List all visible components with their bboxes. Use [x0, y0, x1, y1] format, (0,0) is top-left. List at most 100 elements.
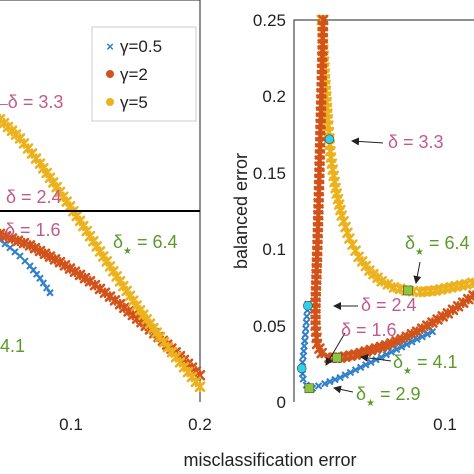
data-point	[427, 317, 438, 328]
x-axis-label: misclassification error	[183, 450, 356, 470]
data-point	[34, 245, 46, 257]
data-point	[362, 361, 370, 369]
annotation-subscript: ★	[403, 366, 412, 377]
data-point	[341, 371, 349, 379]
data-point	[372, 356, 380, 364]
data-point	[299, 352, 307, 360]
annotation-delta-3-3: δ = 3.3	[388, 132, 444, 152]
arrow-delta-star-2-9	[333, 385, 354, 394]
highlighted-point	[324, 134, 335, 144]
arrow-delta-1-6	[325, 332, 346, 366]
data-point	[432, 314, 443, 325]
annotation-value: = 6.4	[132, 232, 178, 252]
left-panel: 0.1 0.2 × γ=0.5 γ=2 γ=5 –δ = 3.3 δ = 2.4…	[0, 0, 212, 434]
data-point	[403, 340, 411, 349]
annotation-value: = 2.9	[375, 384, 421, 404]
data-point	[413, 335, 421, 344]
legend-marker-gamma-0-5: ×	[106, 39, 114, 54]
data-point	[314, 382, 323, 390]
legend-marker-gamma-5	[106, 98, 114, 106]
right-y-tick: 0	[277, 393, 286, 412]
right-x-tick: 0.1	[433, 415, 457, 434]
arrow-delta-star-6-4	[413, 261, 422, 284]
annotation-delta-star-2-9: δ★ = 2.9	[356, 384, 421, 409]
annotation-arrows	[325, 137, 422, 394]
annotation-delta-2-4: δ = 2.4	[361, 295, 417, 315]
data-point	[326, 377, 334, 386]
legend-entry: × γ=0.5	[106, 37, 162, 56]
data-point	[39, 279, 48, 287]
data-point	[301, 331, 309, 339]
highlighted-point	[304, 383, 315, 394]
right-axes-frame	[293, 19, 474, 402]
highlighted-point	[403, 285, 413, 296]
highlighted-point	[303, 300, 313, 311]
annotation-delta-1-6: δ = 1.6	[341, 320, 397, 340]
data-point	[408, 338, 416, 346]
series-gamma-0-5	[0, 236, 54, 297]
data-point	[376, 275, 387, 287]
data-point	[302, 324, 310, 333]
highlighted-point	[296, 363, 307, 374]
data-point	[29, 242, 41, 254]
annotation-delta-1-6: δ = 1.6	[5, 220, 61, 240]
data-point	[423, 330, 432, 338]
annotation-subscript: ★	[123, 246, 132, 257]
data-point	[36, 274, 44, 282]
data-point	[49, 254, 61, 265]
left-axes-frame	[0, 0, 201, 402]
annotation-symbol: δ	[405, 233, 415, 253]
right-plot-area	[296, 14, 474, 394]
data-point	[39, 248, 51, 260]
arrow-delta-star-4-1	[360, 353, 392, 362]
data-point	[303, 312, 311, 321]
right-panel: 0 0.05 0.1 0.15 0.2 0.25 0.1 balanced er…	[183, 11, 474, 470]
annotation-4-1-partial: 4.1	[0, 336, 25, 356]
right-y-tick: 0.1	[262, 240, 286, 259]
left-x-tick: 0.2	[188, 415, 212, 434]
data-point	[316, 347, 327, 359]
legend-entry: γ=5	[106, 93, 148, 112]
annotation-subscript: ★	[366, 398, 375, 409]
data-point	[468, 290, 474, 301]
data-point	[418, 333, 426, 341]
annotation-subscript: ★	[415, 247, 424, 258]
annotation-delta-2-4: δ = 2.4	[6, 187, 62, 207]
right-y-tick: 0.2	[262, 87, 286, 106]
series-gamma-5	[316, 14, 474, 298]
data-point	[321, 379, 329, 388]
data-point	[392, 345, 401, 354]
data-point	[46, 289, 54, 297]
right-y-ticks: 0 0.05 0.1 0.15 0.2 0.25	[253, 11, 286, 412]
left-x-tick: 0.1	[59, 415, 83, 434]
left-x-ticks: 0.1 0.2	[59, 415, 212, 434]
right-y-tick: 0.05	[253, 317, 286, 336]
data-point	[387, 348, 396, 356]
data-point	[351, 366, 360, 374]
data-point	[331, 375, 339, 384]
data-point	[194, 381, 206, 393]
arrow-delta-3-3	[351, 137, 384, 146]
right-y-tick: 0.15	[253, 164, 286, 183]
legend-label: γ=5	[120, 93, 148, 112]
y-axis-label: balanced error	[231, 153, 251, 269]
data-point	[42, 284, 51, 292]
data-point	[382, 279, 394, 290]
right-y-tick: 0.25	[253, 11, 286, 30]
data-point	[437, 311, 449, 322]
legend-marker-gamma-2	[106, 70, 114, 78]
data-point	[467, 277, 474, 289]
annotation-arrow-tail: –	[0, 95, 8, 111]
annotation-text: δ = 3.3	[8, 92, 64, 112]
data-point	[356, 363, 365, 372]
annotation-value: = 6.4	[424, 233, 470, 253]
annotation-symbol: δ	[113, 232, 123, 252]
legend: × γ=0.5 γ=2 γ=5	[91, 26, 197, 122]
data-point	[44, 251, 56, 262]
data-point	[336, 373, 344, 382]
legend-label: γ=2	[120, 65, 148, 84]
right-x-ticks: 0.1	[433, 415, 457, 434]
legend-label: γ=0.5	[120, 37, 162, 56]
data-point	[346, 368, 355, 377]
